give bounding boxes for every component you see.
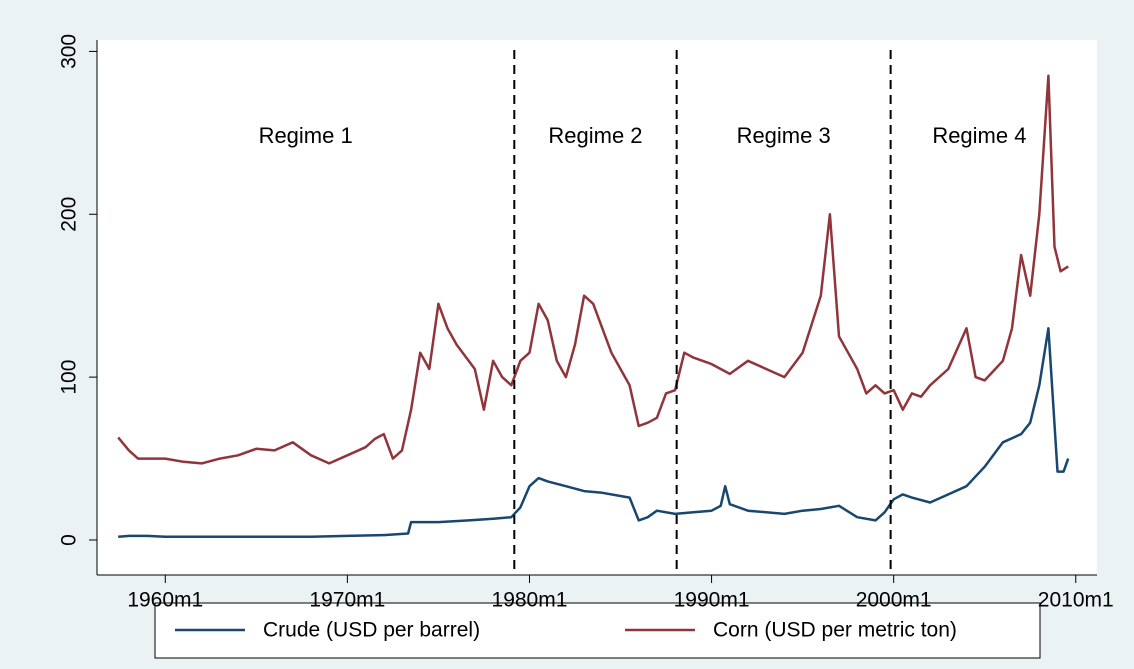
regime-label: Regime 4 [932,123,1026,148]
x-tick-label: 1970m1 [309,589,385,612]
regime-label: Regime 2 [548,123,642,148]
y-tick-label: 0 [58,534,81,546]
line-series [117,74,1069,465]
x-tick-label: 1960m1 [127,589,203,612]
legend-label: Crude (USD per barrel) [263,619,480,642]
regime-label: Regime 1 [259,123,353,148]
x-tick-label: 1980m1 [492,589,568,612]
legend [154,602,1041,659]
x-tick-label: 2000m1 [856,589,932,612]
x-tick-label: 1990m1 [674,589,750,612]
y-tick-label: 100 [58,360,81,395]
x-tick-label: 2010m1 [1038,589,1114,612]
y-tick-label: 300 [58,34,81,69]
legend-label: Corn (USD per metric ton) [713,619,957,642]
plot-area [97,40,1097,575]
y-tick-label: 200 [58,197,81,232]
regime-label: Regime 3 [737,123,831,148]
line-series [118,327,1070,538]
